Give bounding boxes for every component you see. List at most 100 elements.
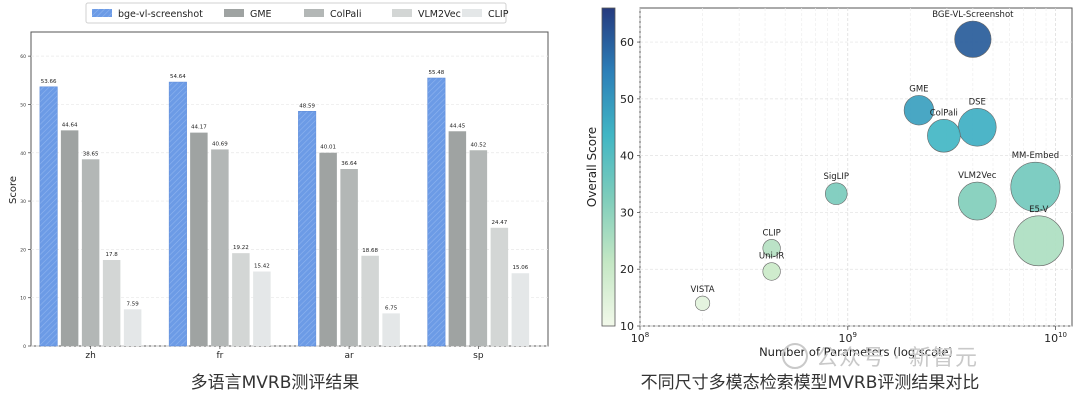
x-tick-label: ar — [345, 351, 355, 361]
bar-chart: 0 10 20 30 40 50 60 53.66 44.64 38.65 17.8 7.59 54.… — [8, 2, 549, 361]
wechat-logo-icon — [782, 343, 808, 369]
bar-colpali-zh — [81, 159, 100, 346]
bubble-chart: 10 20 30 40 50 60 108 109 1010 BGE-VL-Screensho… — [585, 7, 1073, 359]
x-tick-label: sp — [473, 351, 484, 361]
bubble-label-vlm2vec: VLM2Vec — [958, 171, 997, 181]
data-label: 55.48 — [429, 70, 445, 76]
bar-vlm2vec-sp — [490, 227, 509, 346]
data-label: 54.64 — [170, 74, 186, 80]
bubble-label-siglip: SigLIP — [823, 172, 849, 182]
bubble-e5-v — [1013, 215, 1065, 267]
bar-clip-ar — [382, 313, 400, 346]
legend-label-bge-vl-screenshot: bge-vl-screenshot — [118, 9, 203, 20]
data-label: 44.64 — [62, 122, 78, 128]
y-tick-label: 50 — [20, 102, 26, 108]
bubble-chart-colorbar — [601, 7, 616, 327]
data-label: 40.69 — [212, 141, 228, 147]
data-label: 53.66 — [41, 79, 57, 85]
data-label: 15.06 — [513, 265, 529, 271]
watermark-text: 公众号 · 新智元 — [816, 346, 978, 371]
bar-clip-fr — [253, 271, 271, 346]
data-label: 18.68 — [362, 248, 378, 254]
x-tick-label: zh — [85, 351, 95, 361]
bubble-label-clip: CLIP — [762, 228, 780, 238]
bar-vlm2vec-ar — [361, 255, 379, 346]
data-label: 44.45 — [450, 123, 466, 129]
y-tick-label: 40 — [620, 150, 634, 163]
bubble-chart-x-ticks: 108 109 1010 — [631, 326, 1067, 345]
x-tick-label: 109 — [839, 331, 857, 345]
bar-colpali-ar — [340, 169, 358, 346]
bar-bge-vl-screenshot-sp — [427, 77, 446, 347]
legend-label-clip: CLIP — [488, 9, 509, 20]
x-tick-label: 108 — [631, 331, 649, 345]
legend-box — [85, 2, 507, 24]
bubble-mm-embed — [1010, 161, 1061, 212]
bubble-gme — [903, 95, 935, 126]
bubble-label-mm-embed: MM-Embed — [1012, 151, 1059, 161]
legend-label-gme: GME — [250, 9, 272, 20]
data-label: 38.65 — [83, 151, 99, 157]
data-label: 44.17 — [191, 125, 207, 131]
y-tick-label: 60 — [20, 54, 26, 60]
bar-chart-data-labels: 53.66 44.64 38.65 17.8 7.59 54.64 44.17 40.69 19… — [41, 70, 529, 311]
y-tick-label: 10 — [20, 296, 26, 302]
bubble-chart-points — [694, 20, 1065, 311]
data-label: 6.75 — [385, 305, 398, 311]
bar-gme-sp — [448, 131, 467, 346]
bar-bge-vl-screenshot-zh — [39, 86, 58, 347]
bubble-label-bge-vl-screenshot: BGE-VL-Screenshot — [932, 10, 1014, 20]
bubble-clip — [762, 239, 781, 258]
bar-chart-y-axis-label: Score — [8, 176, 19, 204]
legend-swatch-clip — [462, 9, 482, 17]
data-label: 40.01 — [320, 145, 336, 151]
bubble-label-dse: DSE — [969, 97, 986, 107]
legend-label-colpali: ColPali — [330, 9, 362, 20]
bubble-uni-ir — [762, 262, 781, 281]
y-tick-label: 60 — [620, 36, 634, 49]
bubble-vista — [694, 295, 711, 311]
bar-bge-vl-screenshot-fr — [168, 81, 187, 347]
bar-chart-y-ticks: 0 10 20 30 40 50 60 — [20, 54, 31, 350]
bar-colpali-fr — [211, 149, 229, 346]
bubble-dse — [958, 107, 997, 147]
bar-chart-legend: bge-vl-screenshot GME ColPali VLM2Vec CLIP — [85, 2, 509, 24]
legend-swatch-gme — [224, 9, 244, 17]
bar-vlm2vec-fr — [232, 253, 250, 346]
bubble-colpali — [927, 119, 961, 153]
left-figure-caption: 多语言MVRB测评结果 — [190, 373, 360, 393]
bar-colpali-sp — [469, 150, 488, 346]
bar-gme-ar — [319, 152, 337, 346]
legend-swatch-bge-vl-screenshot — [92, 9, 112, 17]
bar-gme-fr — [190, 132, 208, 346]
y-tick-label: 30 — [620, 206, 634, 219]
x-tick-label: 1010 — [1044, 331, 1067, 345]
bubble-bge-vl-screenshot — [954, 20, 992, 58]
bubble-chart-y-ticks: 10 20 30 40 50 60 — [620, 36, 640, 333]
bubble-label-vista: VISTA — [691, 285, 715, 295]
bar-clip-zh — [123, 309, 142, 346]
bar-bge-vl-screenshot-ar — [298, 111, 317, 347]
y-tick-label: 0 — [23, 344, 26, 350]
bubble-chart-y-axis-label: Overall Score — [585, 127, 599, 207]
bar-vlm2vec-zh — [102, 260, 121, 346]
y-tick-label: 30 — [20, 199, 26, 205]
bar-clip-sp — [511, 273, 530, 346]
bar-chart-bars — [39, 77, 530, 347]
bubble-vlm2vec — [958, 181, 997, 221]
y-tick-label: 20 — [20, 247, 26, 253]
bubble-siglip — [825, 182, 848, 205]
data-label: 7.59 — [127, 301, 140, 307]
bubble-label-colpali: ColPali — [930, 108, 958, 118]
x-tick-label: fr — [216, 351, 223, 361]
bubble-chart-point-labels: BGE-VL-Screenshot GME DSE ColPali MM-Embed VL… — [691, 10, 1060, 295]
y-tick-label: 50 — [620, 93, 634, 106]
data-label: 40.52 — [471, 142, 487, 148]
y-tick-label: 20 — [620, 263, 634, 276]
data-label: 17.8 — [106, 252, 119, 258]
data-label: 48.59 — [299, 103, 315, 109]
right-figure-caption: 不同尺寸多模态检索模型MVRB评测结果对比 — [640, 373, 980, 393]
legend-label-vlm2vec: VLM2Vec — [418, 9, 461, 20]
data-label: 19.22 — [233, 245, 249, 251]
